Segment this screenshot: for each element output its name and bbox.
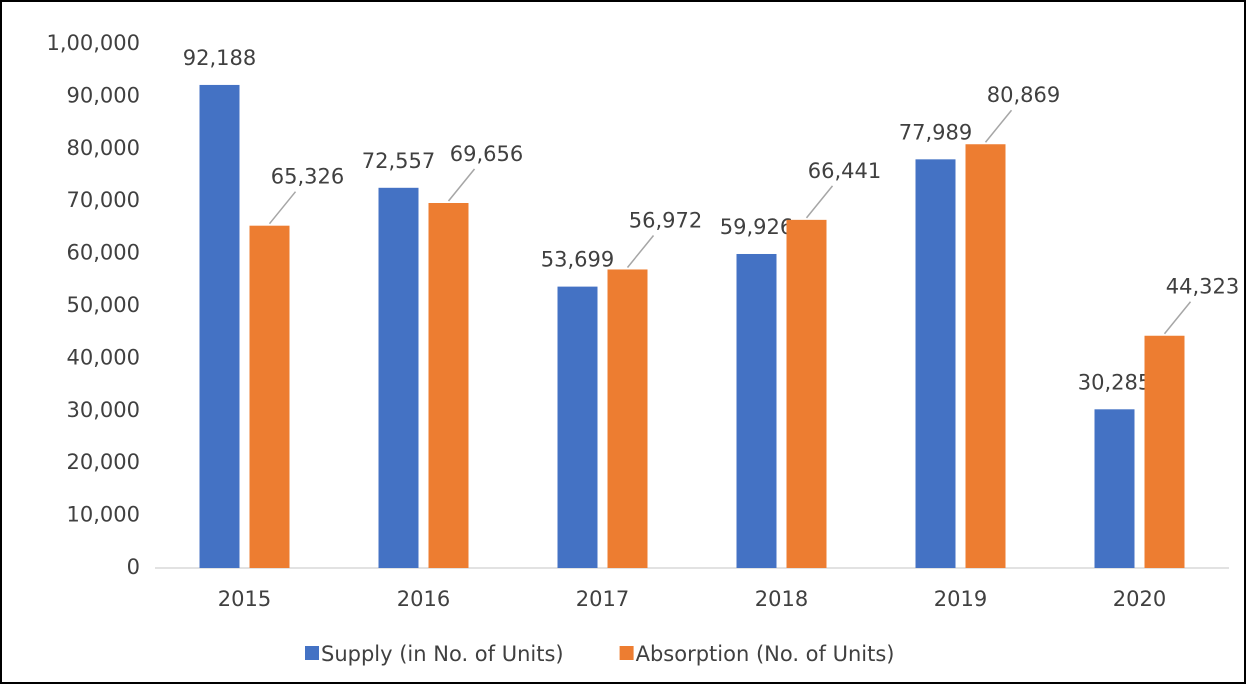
- bar: [786, 219, 827, 568]
- data-label: 72,557: [362, 149, 435, 173]
- y-tick-label: 80,000: [67, 136, 140, 160]
- leader-line: [984, 109, 1013, 143]
- data-label: 69,656: [450, 142, 523, 166]
- x-tick-label: 2020: [1113, 587, 1166, 611]
- y-tick-label: 40,000: [67, 345, 140, 369]
- x-tick-label: 2016: [397, 587, 450, 611]
- y-tick-label: 60,000: [67, 241, 140, 265]
- leader-line: [268, 191, 297, 225]
- x-tick-label: 2015: [218, 587, 271, 611]
- data-label: 53,699: [541, 248, 614, 272]
- y-tick-label: 0: [127, 555, 140, 579]
- bar: [1094, 409, 1135, 568]
- leader-line: [1163, 301, 1192, 335]
- legend-swatch: [305, 646, 319, 660]
- leader-line: [805, 185, 834, 219]
- y-tick-label: 20,000: [67, 450, 140, 474]
- bar: [965, 144, 1006, 568]
- bar: [915, 159, 956, 568]
- data-label: 44,323: [1166, 275, 1239, 299]
- data-label: 65,326: [271, 165, 344, 189]
- legend-swatch: [619, 646, 634, 660]
- y-tick-label: 30,000: [67, 398, 140, 422]
- y-tick-label: 1,00,000: [46, 31, 140, 55]
- leader-line: [447, 168, 476, 202]
- bar: [428, 203, 469, 568]
- y-tick-label: 90,000: [67, 83, 140, 107]
- legend-label: Supply (in No. of Units): [321, 642, 564, 666]
- data-label: 80,869: [987, 83, 1060, 107]
- leader-line: [626, 234, 655, 268]
- legend-label: Absorption (No. of Units): [636, 642, 895, 666]
- bar: [607, 269, 648, 568]
- bar: [557, 286, 598, 568]
- data-label: 30,285: [1078, 370, 1151, 394]
- data-label: 77,989: [899, 120, 972, 144]
- x-tick-label: 2017: [576, 587, 629, 611]
- data-label: 92,188: [183, 46, 256, 70]
- y-tick-label: 10,000: [67, 503, 140, 527]
- bar: [736, 253, 777, 568]
- data-label: 56,972: [629, 208, 702, 232]
- bar: [249, 225, 290, 568]
- bar: [378, 187, 419, 568]
- x-tick-label: 2018: [755, 587, 808, 611]
- data-label: 66,441: [808, 159, 881, 183]
- bar: [199, 84, 240, 569]
- y-tick-label: 70,000: [67, 188, 140, 212]
- bar: [1144, 335, 1185, 568]
- data-label: 59,926: [720, 215, 793, 239]
- x-tick-label: 2019: [934, 587, 987, 611]
- y-tick-label: 50,000: [67, 293, 140, 317]
